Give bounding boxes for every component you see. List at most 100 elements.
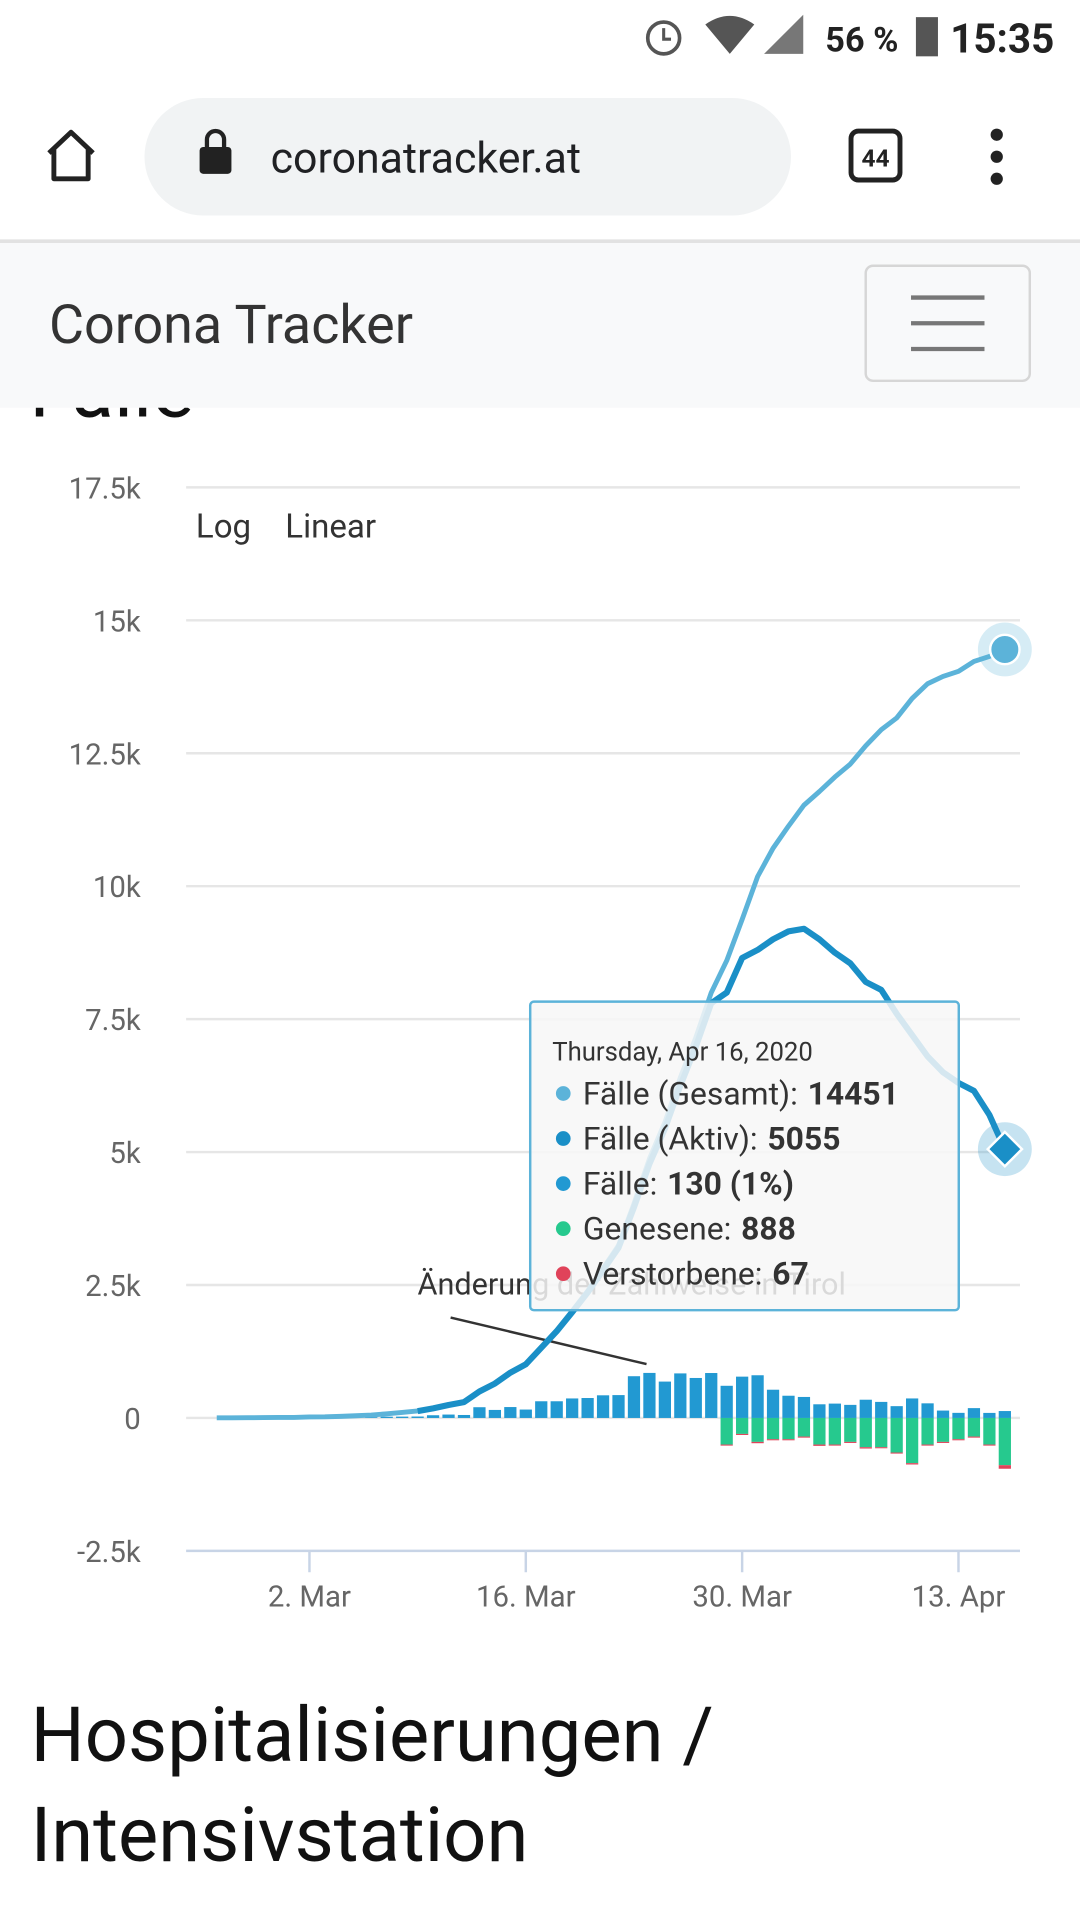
tooltip-label: Genesene: (583, 1210, 731, 1248)
end-marker (985, 1130, 1024, 1169)
bar (766, 1389, 780, 1418)
lock-body (199, 146, 232, 174)
bar (921, 1403, 934, 1418)
x-tick-label: 13. Apr (912, 1581, 1006, 1615)
y-tick-label: 2.5k (85, 1270, 141, 1304)
bar (998, 1411, 1011, 1418)
bar (751, 1375, 764, 1418)
y-tick-label: 0 (124, 1403, 141, 1437)
bar (844, 1404, 857, 1418)
bar (813, 1417, 826, 1445)
tabs-button[interactable] (848, 128, 903, 183)
bar (473, 1407, 486, 1418)
bar (967, 1408, 981, 1418)
bar (875, 1401, 888, 1418)
lock-shackle (204, 128, 227, 149)
bar (952, 1412, 965, 1418)
bar (720, 1444, 733, 1446)
bar (504, 1407, 517, 1418)
tooltip-bullet (555, 1221, 571, 1236)
menu-dot[interactable] (990, 150, 1003, 163)
bar (844, 1417, 857, 1442)
bar (720, 1385, 733, 1418)
menu-dot[interactable] (990, 128, 1003, 141)
bar (674, 1373, 687, 1418)
tooltip-value: 67 (772, 1255, 809, 1293)
bar (875, 1417, 888, 1448)
bar (612, 1395, 625, 1418)
url-bar[interactable] (144, 97, 792, 216)
scale-button[interactable]: Log (196, 508, 251, 547)
bar (736, 1376, 749, 1418)
menu-dot[interactable] (990, 172, 1003, 185)
bar (782, 1439, 795, 1441)
bar (566, 1398, 579, 1418)
y-tick-label: 15k (93, 605, 141, 639)
bar (952, 1439, 965, 1441)
bar (828, 1444, 841, 1446)
bar (797, 1396, 811, 1418)
tooltip-label: Fälle (Gesamt): (583, 1074, 798, 1112)
bar (426, 1415, 440, 1418)
url[interactable]: coronatracker.at (271, 134, 581, 184)
bar (983, 1444, 996, 1446)
y-tick-label: -2.5k (77, 1536, 141, 1570)
y-tick-label: 5k (109, 1137, 141, 1171)
bar (921, 1444, 934, 1446)
bar (736, 1433, 749, 1435)
bar (720, 1417, 733, 1445)
y-tick-label: 7.5k (85, 1004, 141, 1038)
signal-icon (764, 14, 804, 54)
bar (890, 1417, 903, 1453)
bar (736, 1417, 749, 1434)
bar (967, 1436, 981, 1438)
tooltip-bullet (555, 1131, 571, 1146)
bar (921, 1417, 934, 1445)
bar (519, 1409, 532, 1418)
tooltip-item: Fälle (Aktiv): 5055 (583, 1120, 841, 1158)
bar (828, 1403, 841, 1418)
bar (627, 1376, 641, 1418)
tooltip-item: Fälle: 130 (1%) (583, 1165, 794, 1203)
tabs-count[interactable]: 44 (861, 144, 889, 173)
y-tick-label: 10k (93, 871, 141, 905)
app-title[interactable]: Corona Tracker (49, 294, 413, 357)
tooltip-value: 5055 (767, 1120, 840, 1158)
bar (906, 1398, 919, 1418)
alarm-icon (645, 20, 682, 56)
clock: 15:35 (950, 16, 1054, 63)
tooltip-label: Fälle: (583, 1165, 657, 1203)
home-icon[interactable] (47, 129, 95, 182)
bar (813, 1404, 826, 1418)
bar (890, 1452, 903, 1454)
bar (998, 1465, 1011, 1469)
bar (983, 1412, 996, 1418)
scale-button[interactable]: Linear (285, 508, 376, 547)
tooltip-bullet (555, 1266, 571, 1282)
bar (689, 1377, 702, 1418)
tooltip-value: 14451 (808, 1074, 899, 1112)
wifi-icon (705, 15, 755, 54)
bar (488, 1409, 502, 1418)
bar (535, 1401, 548, 1418)
bar (751, 1441, 764, 1444)
bar (365, 1417, 378, 1418)
bar (844, 1441, 857, 1443)
bar (550, 1401, 563, 1418)
alarm-hands (662, 28, 672, 41)
bar (766, 1417, 780, 1440)
bar (983, 1417, 996, 1445)
bar (797, 1417, 811, 1437)
battery-text: 56 % (825, 20, 898, 60)
bar (906, 1463, 919, 1465)
bar (859, 1399, 872, 1418)
bar (952, 1417, 965, 1440)
bar (380, 1416, 393, 1418)
nav-toggle[interactable] (864, 264, 1032, 383)
next-section-title: Intensivstation (31, 1791, 529, 1880)
bar (890, 1406, 903, 1418)
bar (782, 1417, 795, 1440)
bar (658, 1381, 671, 1418)
